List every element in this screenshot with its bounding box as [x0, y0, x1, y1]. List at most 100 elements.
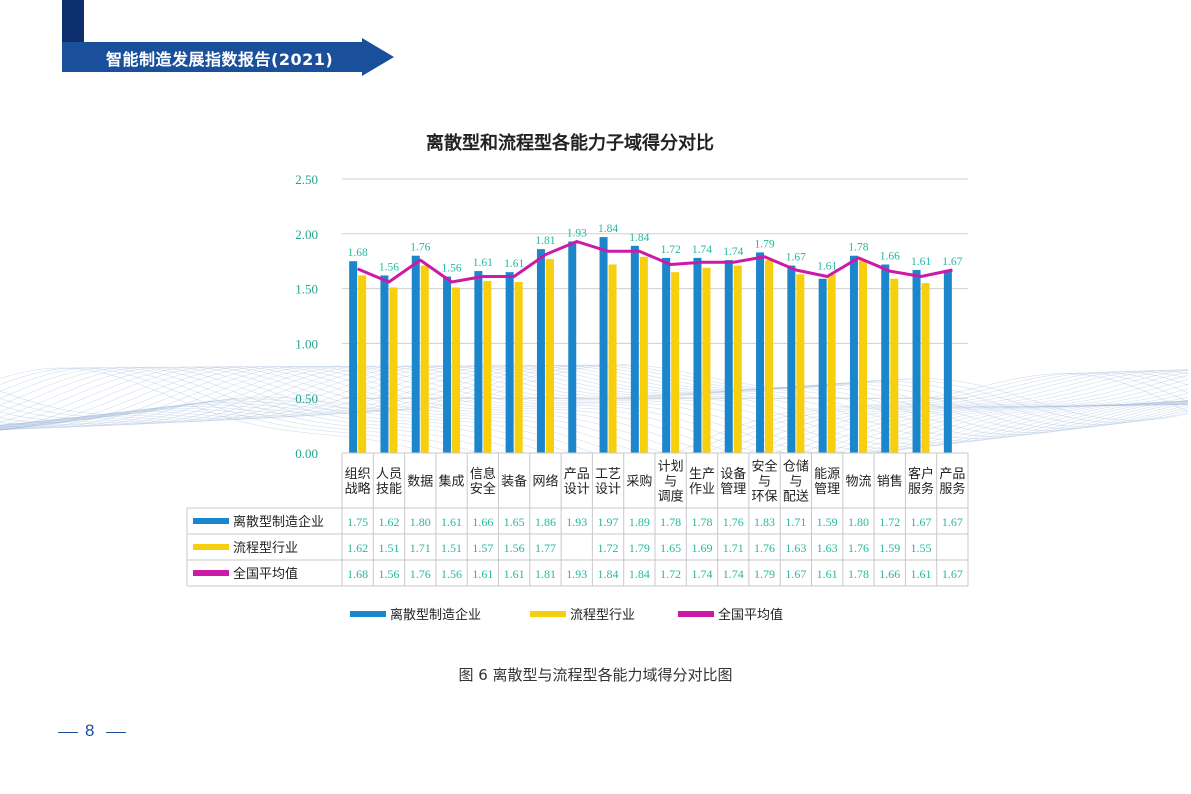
average-data-label: 1.79: [754, 238, 774, 250]
table-cell-value: 1.61: [504, 567, 525, 581]
row-legend-swatch: [193, 518, 229, 524]
chart-legend: 离散型制造企业 流程型行业 全国平均值: [350, 607, 783, 623]
wave-line: [0, 364, 1189, 427]
table-cell-value: 1.86: [535, 515, 556, 529]
table-cell-value: 1.66: [472, 515, 493, 529]
category-label: 调度: [658, 489, 684, 505]
average-data-label: 1.84: [629, 232, 649, 244]
average-data-label: 1.61: [473, 257, 493, 269]
average-data-label: 1.56: [379, 261, 399, 273]
y-tick-label: 0.50: [295, 391, 318, 406]
page-number-text: 8: [85, 721, 95, 740]
y-axis: 0.00 0.50 1.00 1.50 2.00 2.50: [295, 172, 318, 461]
bar-process: [452, 287, 461, 453]
wave-line: [0, 365, 1189, 440]
table-cell-value: 1.79: [754, 567, 775, 581]
average-data-label: 1.84: [598, 223, 618, 235]
table-cell-value: 1.59: [879, 541, 900, 555]
bar-process: [389, 287, 398, 453]
table-cell-value: 1.76: [410, 567, 431, 581]
table-cell-value: 1.67: [942, 515, 963, 529]
category-label: 设备: [720, 466, 746, 482]
bar-process: [858, 260, 867, 453]
average-data-label: 1.72: [661, 244, 681, 256]
category-label: 产品: [564, 467, 590, 482]
wave-line: [0, 365, 1189, 434]
category-label: 客户: [908, 466, 934, 482]
table-cell-value: 1.93: [566, 515, 587, 529]
wave-line: [0, 365, 1189, 450]
table-cell-value: 1.67: [911, 515, 932, 529]
bar-discrete: [912, 269, 921, 453]
legend-swatch: [678, 611, 714, 617]
table-cell-value: 1.71: [410, 541, 431, 555]
table-cell-value: 1.74: [723, 567, 744, 581]
category-label: 作业: [689, 482, 715, 497]
bar-discrete: [693, 257, 702, 453]
bar-process: [514, 282, 523, 453]
table-cell-value: 1.83: [754, 515, 775, 529]
wave-line: [0, 366, 1189, 470]
table-cell-value: 1.65: [660, 541, 681, 555]
table-cell-value: 1.77: [535, 541, 556, 555]
table-cell-value: 1.56: [378, 567, 399, 581]
table-cell-value: 1.67: [785, 567, 806, 581]
bar-process: [671, 272, 680, 453]
table-cell-value: 1.84: [629, 567, 650, 581]
average-data-label: 1.74: [723, 246, 743, 258]
category-label: 与: [789, 475, 802, 490]
average-line-series: [357, 240, 953, 284]
category-label: 安全: [752, 459, 778, 475]
category-label: 能源: [814, 467, 840, 482]
table-cell-value: 1.75: [347, 515, 368, 529]
y-tick-label: 2.50: [295, 172, 318, 187]
bar-discrete: [443, 276, 452, 453]
category-label: 管理: [814, 482, 840, 497]
chart-bars: [349, 237, 952, 453]
page-number: 8: [52, 721, 132, 743]
bar-process: [608, 264, 617, 453]
chart-data-labels: 1.68 1.56 1.76 1.56 1.61 1.61 1.81 1.93 1.84 1.84…: [348, 223, 963, 274]
table-cell-value: 1.61: [817, 567, 838, 581]
table-cell-value: 1.97: [598, 515, 619, 529]
row-series-name: 全国平均值: [233, 566, 298, 582]
bar-process: [702, 267, 711, 453]
average-data-label: 1.93: [567, 227, 587, 239]
legend-swatch: [350, 611, 386, 617]
wave-line: [0, 364, 1189, 429]
category-label: 管理: [720, 482, 746, 497]
table-cell-value: 1.93: [566, 567, 587, 581]
table-cell-value: 1.71: [723, 541, 744, 555]
bar-process: [483, 280, 492, 453]
decorative-wave-background: [0, 364, 1189, 487]
average-data-label: 1.61: [911, 256, 931, 268]
bar-process: [420, 265, 429, 453]
table-cell-value: 1.63: [817, 541, 838, 555]
bar-discrete: [630, 245, 639, 453]
report-header-banner: 智能制造发展指数报告(2021): [62, 0, 394, 76]
wave-line: [0, 365, 1189, 456]
average-data-label: 1.76: [410, 242, 430, 254]
bar-discrete: [411, 255, 420, 453]
table-cell-value: 1.57: [472, 541, 493, 555]
wave-line: [0, 365, 1189, 446]
wave-line: [0, 365, 1189, 435]
average-data-label: 1.66: [880, 250, 900, 262]
table-cell-value: 1.78: [660, 515, 681, 529]
bar-process: [358, 275, 367, 453]
table-cell-value: 1.61: [441, 515, 462, 529]
table-cell-value: 1.81: [535, 567, 556, 581]
y-tick-label: 2.00: [295, 227, 318, 242]
category-label: 采购: [626, 474, 652, 490]
average-data-label: 1.61: [817, 260, 837, 272]
table-cell-value: 1.61: [472, 567, 493, 581]
table-cell-value: 1.71: [785, 515, 806, 529]
table-cell-value: 1.68: [347, 567, 368, 581]
wave-line: [0, 366, 1189, 466]
wave-line: [0, 365, 1189, 458]
wave-line: [0, 364, 1189, 423]
wave-line: [0, 365, 1189, 462]
category-label: 技能: [376, 482, 402, 497]
